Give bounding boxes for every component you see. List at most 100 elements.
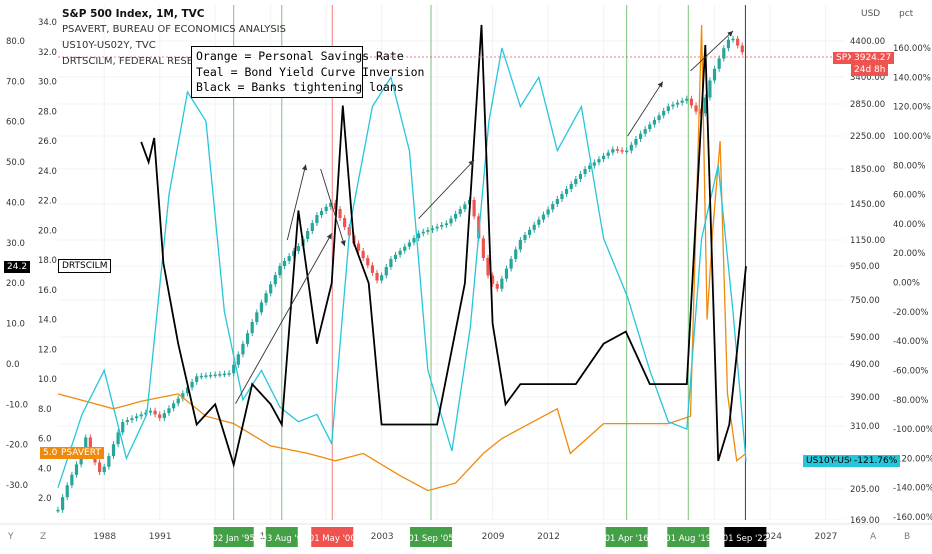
psavert-axis-tick: 18.0: [38, 256, 57, 266]
event-markers[interactable]: 02 Jan '95 03 Aug '9 01 May '00 01 Sep '05 0…: [212, 527, 768, 547]
spx-candle: [444, 223, 448, 226]
spx-candle: [597, 159, 601, 163]
psavert-axis-tick: 22.0: [38, 197, 57, 207]
spx-candle: [181, 393, 185, 399]
psavert-axis-tick: 8.0: [38, 405, 52, 415]
pct-axis-tick: 40.00%: [893, 220, 925, 230]
drtscilm-axis-tick: 70.0: [6, 77, 25, 87]
spx-candle: [532, 224, 536, 230]
pct-axis-tick: -40.00%: [893, 337, 928, 347]
psavert-axis-tick: 4.0: [38, 464, 52, 474]
pct-axis-tick: -20.00%: [893, 308, 928, 318]
spx-candle: [222, 373, 227, 376]
spx-candle: [638, 133, 643, 139]
series-layer: [56, 24, 844, 513]
spx-candle: [712, 68, 717, 81]
psavert-axis-tick: 28.0: [38, 107, 57, 117]
pct-axis-tick: 20.00%: [893, 249, 925, 259]
y-axis-button[interactable]: Y: [8, 532, 14, 542]
spx-candle: [306, 231, 310, 239]
spx-candle: [449, 218, 453, 224]
spx-candle: [361, 250, 365, 259]
spx-candle: [125, 420, 129, 422]
pct-axis-tick: -80.00%: [893, 396, 928, 406]
spx-candle: [564, 189, 569, 195]
chart-header: S&P 500 Index, 1M, TVC PSAVERT, BUREAU O…: [62, 6, 286, 70]
event-marker[interactable]: 01 Aug '19: [665, 527, 711, 547]
auto-scale-button[interactable]: A: [870, 532, 877, 542]
usd-axis-tick: 310.00: [850, 422, 880, 432]
pct-axis-tick: -120.00%: [893, 454, 932, 464]
event-marker-label: 01 Apr '16: [605, 534, 649, 544]
trend-arrow: [690, 30, 734, 72]
spx-candle: [699, 111, 703, 114]
spx-candle: [731, 38, 735, 41]
event-marker-bg: [265, 527, 298, 547]
trend-arrow: [627, 81, 664, 137]
spx-candle: [694, 105, 698, 112]
annotation-legend-box: Orange = Personal Savings Rate Teal = Bo…: [191, 46, 424, 98]
usd-axis-tick: 490.00: [850, 360, 880, 370]
event-marker[interactable]: 01 Sep '22: [723, 527, 768, 547]
trend-arrow: [418, 159, 475, 219]
psavert-axis-tick: 26.0: [38, 137, 57, 147]
spx-candle: [250, 322, 254, 334]
spx-candle: [551, 204, 555, 210]
spx-candle: [652, 119, 657, 125]
spx-candle: [717, 58, 721, 69]
event-marker-label: 01 Sep '05: [408, 534, 453, 544]
x-axis-tick: 2024: [759, 532, 782, 542]
pct-axis-tick: 160.00%: [893, 44, 931, 54]
spx-candle: [611, 149, 615, 153]
event-marker[interactable]: 01 May '00: [309, 527, 356, 547]
spx-candle: [218, 374, 222, 376]
spx-candle: [287, 256, 291, 262]
spx-candle: [643, 129, 647, 134]
pct-axis-tick: 140.00%: [893, 73, 931, 83]
event-marker[interactable]: 02 Jan '95: [212, 527, 255, 547]
z-axis-button[interactable]: Z: [40, 532, 47, 542]
drtscilm-axis-tick: 80.0: [6, 37, 25, 47]
bar-style-button[interactable]: B: [904, 532, 911, 542]
spx-candle: [278, 266, 282, 276]
event-marker-label: 03 Aug '9: [261, 534, 302, 544]
spx-candle: [675, 102, 680, 105]
spx-candle: [606, 152, 610, 156]
spx-candle: [199, 375, 203, 378]
spx-candle: [546, 209, 550, 215]
usd-axis-tick: 3400.00: [850, 73, 885, 83]
spx-candle: [259, 302, 264, 313]
spx-candle: [740, 45, 744, 53]
spx-candle: [310, 223, 314, 232]
legend-orange-line: Orange = Personal Savings Rate: [196, 49, 404, 63]
yield-curve-value-tag: -121.76%: [851, 455, 901, 467]
spx-candle: [273, 275, 277, 285]
spx-candle: [541, 214, 546, 220]
x-axis-tick: 2027: [815, 532, 838, 542]
event-marker-label: 01 Sep '22: [723, 534, 768, 544]
psavert-axis-tick: 16.0: [38, 286, 57, 296]
spx-candle: [213, 374, 217, 377]
trend-arrow: [320, 168, 346, 247]
spx-candle: [537, 219, 541, 225]
pct-axis-label: pct: [899, 9, 914, 19]
spx-candle: [167, 408, 171, 414]
spx-candle: [685, 98, 689, 101]
pct-axis-tick: -160.00%: [893, 513, 932, 523]
spx-candle: [121, 421, 125, 433]
psavert-axis-tick: 14.0: [38, 316, 57, 326]
spx-candle: [426, 230, 430, 232]
event-marker-bg: [213, 527, 254, 547]
event-marker[interactable]: 03 Aug '9: [261, 527, 302, 547]
spx-candle: [722, 48, 726, 59]
event-marker[interactable]: 01 Apr '16: [605, 527, 649, 547]
event-marker-bg: [311, 527, 354, 547]
drtscilm-axis-tick: 0.0: [6, 360, 20, 370]
usd-axis-tick: 390.00: [850, 393, 880, 403]
pct-axis-tick: 80.00%: [893, 161, 925, 171]
spx-candle: [296, 246, 301, 252]
spx-candle: [162, 413, 166, 419]
usd-axis-tick: 205.00: [850, 485, 880, 495]
event-marker[interactable]: 01 Sep '05: [408, 527, 454, 547]
